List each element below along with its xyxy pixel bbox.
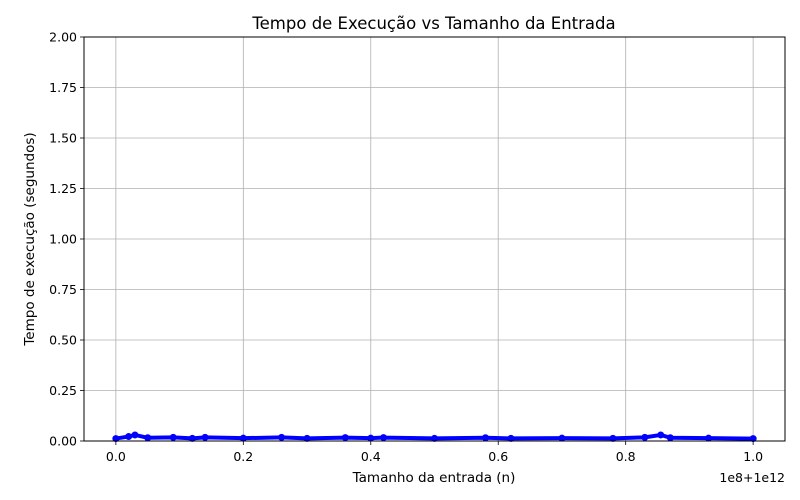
x-axis: 0.0 0.2 0.4 0.6 0.8 1.0 [106,441,763,464]
y-tick-label: 0.25 [49,383,77,398]
data-point [131,431,139,439]
x-tick-label: 0.8 [616,449,636,464]
data-point [657,431,665,439]
data-point [609,434,617,442]
data-point [705,434,713,442]
data-point [380,434,388,442]
y-tick-label: 0.50 [49,333,77,348]
x-axis-title: Tamanho da entrada (n) [352,470,516,486]
data-point [303,434,311,442]
x-tick-label: 0.6 [488,449,508,464]
data-point [749,435,757,443]
data-point [507,434,515,442]
data-point [367,434,375,442]
x-tick-label: 0.4 [361,449,381,464]
data-point [341,434,349,442]
data-point [641,433,649,441]
data-point [201,433,209,441]
data-point [666,434,674,442]
y-axis: 0.00 0.25 0.50 0.75 1.00 1.25 1.50 1.75 2.00 [49,30,84,449]
data-point [144,434,152,442]
x-offset-label: 1e8+1e12 [719,470,785,485]
y-tick-label: 1.00 [49,232,77,247]
data-point [481,434,489,442]
x-tick-label: 1.0 [743,449,763,464]
data-point [431,434,438,442]
x-tick-label: 0.2 [233,449,253,464]
y-axis-title: Tempo de execução (segundos) [22,132,38,346]
y-tick-label: 1.75 [49,80,77,95]
data-point [112,435,120,443]
y-tick-label: 1.25 [49,181,77,196]
data-point [125,433,133,441]
grid [84,36,785,442]
data-point [278,433,286,441]
y-tick-label: 2.00 [49,30,77,45]
data-point [239,434,247,442]
y-tick-label: 0.75 [49,282,77,297]
data-layer [112,431,757,443]
y-tick-label: 1.50 [49,131,77,146]
data-point [169,433,177,441]
chart-title: Tempo de Execução vs Tamanho da Entrada [251,14,615,33]
x-tick-label: 0.0 [106,449,126,464]
y-tick-label: 0.00 [49,434,77,449]
data-point [558,434,566,442]
data-point [188,434,196,442]
